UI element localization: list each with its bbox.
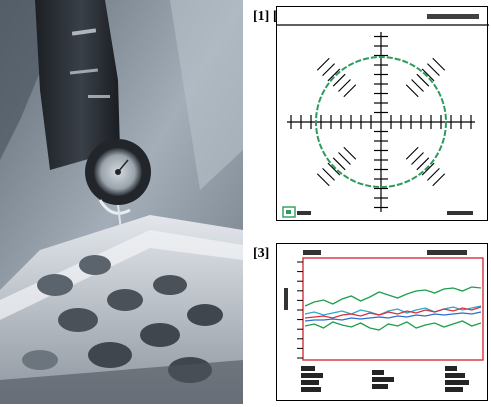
trend-series-line (304, 305, 482, 316)
trend-series (304, 286, 482, 331)
corner-marker-fill (286, 210, 291, 214)
polar-axes (287, 32, 475, 212)
footer-text-mark-left (297, 211, 311, 215)
hatch-mark (432, 173, 446, 187)
hatch-mark (343, 84, 357, 98)
cmm-probe-photo (0, 0, 243, 404)
hatch-mark (338, 152, 351, 165)
hatch-mark (405, 84, 419, 98)
hatch-mark (316, 173, 330, 187)
trend-header-mark-left (303, 250, 321, 255)
trend-plot-frame (302, 257, 484, 361)
roundness-profile-circle (315, 56, 447, 188)
hatch-mark (411, 79, 424, 92)
hatch-mark (338, 79, 351, 92)
trend-plot-panel (276, 243, 488, 401)
trend-series-line (304, 320, 482, 331)
axis-ticks (290, 35, 472, 209)
hatch-mark (327, 162, 341, 176)
panel-label-3: [3] (253, 246, 270, 261)
hatch-mark (405, 146, 419, 160)
hatch-mark (343, 146, 357, 160)
trend-y-label-mark (284, 288, 288, 310)
hatch-mark (427, 63, 440, 76)
trend-series-line (304, 286, 482, 307)
hatch-mark (322, 168, 335, 181)
corner-marker-box (282, 206, 296, 218)
trend-series-line (304, 306, 482, 319)
hatch-mark (316, 57, 330, 71)
hatch-mark (421, 68, 435, 82)
hatch-mark (416, 73, 430, 87)
diagonal-hatch-marks (316, 57, 446, 187)
probe-column (35, 0, 120, 170)
hatch-mark (427, 168, 440, 181)
hatch-mark (421, 162, 435, 176)
hatch-mark (332, 157, 346, 171)
trend-y-ticks (297, 261, 303, 359)
header-text-mark (427, 14, 479, 19)
hatch-mark (432, 57, 446, 71)
trend-header-mark-right (427, 250, 467, 255)
hatch-mark (327, 68, 341, 82)
hatch-mark (416, 157, 430, 171)
trend-x-label-marks (301, 366, 469, 392)
hatch-mark (411, 152, 424, 165)
footer-text-mark-right (447, 211, 473, 215)
hatch-mark (322, 63, 335, 76)
trend-series-line (304, 311, 482, 322)
roundness-plot-panel (276, 6, 489, 221)
hatch-mark (332, 73, 346, 87)
